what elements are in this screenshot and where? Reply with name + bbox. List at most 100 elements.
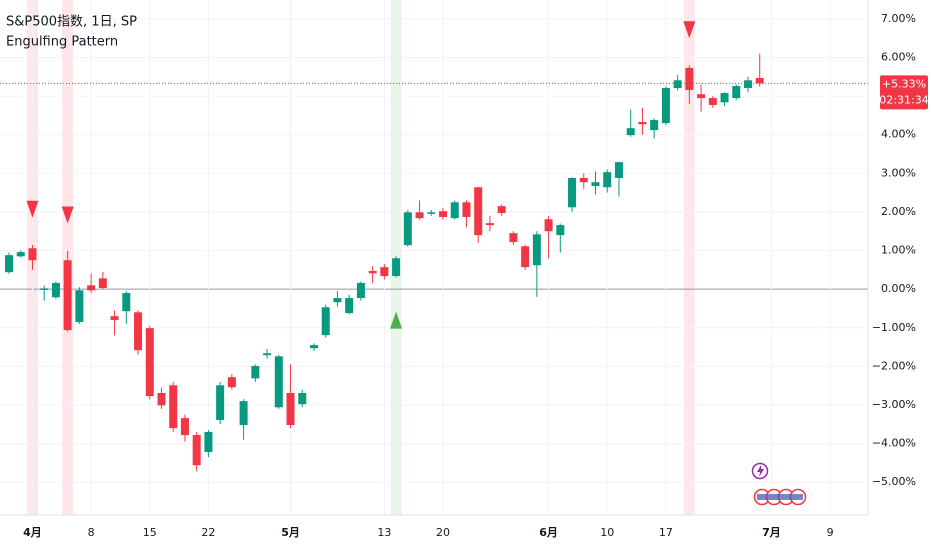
x-tick-label: 8 <box>88 526 95 539</box>
candle-body <box>204 431 213 453</box>
candle-body <box>532 234 541 266</box>
last-price-label: +5.33% <box>882 77 926 90</box>
candle-body <box>755 77 764 84</box>
candle-body <box>521 246 530 268</box>
candle-body <box>427 212 436 214</box>
y-tick-label: −3.00% <box>872 398 916 411</box>
candle-body <box>239 401 248 426</box>
candle-body <box>87 285 96 291</box>
candle-body <box>28 248 37 261</box>
candle-body <box>345 298 354 314</box>
y-tick-label: 7.00% <box>881 12 916 25</box>
grid-layer <box>0 0 868 515</box>
candle-body <box>638 121 647 125</box>
candle-body <box>110 316 119 321</box>
y-tick-label: −1.00% <box>872 321 916 334</box>
candle-body <box>180 418 189 436</box>
candle-body <box>40 288 49 290</box>
candle-body <box>122 293 131 312</box>
event-icons <box>751 462 807 506</box>
candle-body <box>591 182 600 187</box>
candle-body <box>556 225 565 236</box>
candle-body <box>251 365 260 379</box>
candle-body <box>333 298 342 303</box>
candle-body <box>462 202 471 217</box>
candle-body <box>661 88 670 124</box>
x-tick-label: 13 <box>377 526 391 539</box>
flag-stripes <box>757 494 803 500</box>
y-tick-label: 1.00% <box>881 244 916 257</box>
candle-body <box>474 187 483 236</box>
x-tick-label: 17 <box>659 526 673 539</box>
x-tick-label: 10 <box>600 526 614 539</box>
candle-body <box>732 86 741 99</box>
flag-icons <box>753 488 807 506</box>
bearish-marker <box>683 21 696 39</box>
y-tick-label: 2.00% <box>881 205 916 218</box>
x-tick-label: 15 <box>143 526 157 539</box>
x-tick-label: 20 <box>436 526 450 539</box>
bearish-marker <box>61 206 74 224</box>
x-tick-label: 7月 <box>762 526 781 539</box>
candle-body <box>216 385 225 421</box>
candle-body <box>579 177 588 183</box>
chart-title: S&P500指数, 1日, SP <box>6 15 137 30</box>
y-tick-label: 3.00% <box>881 166 916 179</box>
y-tick-label: −4.00% <box>872 437 916 450</box>
x-tick-label: 6月 <box>539 526 558 539</box>
candle-body <box>673 80 682 89</box>
candle-body <box>51 282 60 298</box>
candle-body <box>368 271 377 274</box>
bullish-marker <box>390 311 403 329</box>
candle-body <box>98 278 107 288</box>
candle-body <box>157 393 166 406</box>
candle-body <box>708 98 717 106</box>
y-tick-label: 4.00% <box>881 128 916 141</box>
candle-body <box>169 385 178 429</box>
candle-body <box>415 212 424 219</box>
y-tick-label: 0.00% <box>881 282 916 295</box>
candle-body <box>63 260 72 331</box>
bearish-marker <box>26 200 39 218</box>
x-tick-label: 4月 <box>23 526 42 539</box>
candle-body <box>380 267 389 277</box>
candle-body <box>392 258 401 277</box>
candle-body <box>697 94 706 99</box>
candle-body <box>650 120 659 131</box>
y-tick-label: −5.00% <box>872 475 916 488</box>
candle-body <box>614 162 623 178</box>
candle-body <box>439 211 448 217</box>
candle-body <box>743 80 752 89</box>
candle-body <box>497 206 506 214</box>
chart-subtitle: Engulfing Pattern <box>6 35 118 50</box>
event-icon <box>757 465 764 477</box>
candle-body <box>75 290 84 322</box>
candle-body <box>356 282 365 299</box>
candle-body <box>134 312 143 351</box>
candle-body <box>403 212 412 246</box>
signal-band <box>683 0 695 515</box>
last-price-box <box>880 75 928 110</box>
x-tick-label: 9 <box>827 526 834 539</box>
candle-body <box>274 356 283 408</box>
candle-body <box>145 328 154 397</box>
x-tick-label: 22 <box>201 526 215 539</box>
countdown-label: 02:31:34 <box>879 93 928 106</box>
marks-layer <box>0 21 868 472</box>
candle-body <box>321 307 330 336</box>
candle-body <box>263 353 272 356</box>
candle-body <box>5 255 13 273</box>
candle-body <box>603 172 612 188</box>
candle-body <box>309 345 318 349</box>
y-tick-label: 6.00% <box>881 51 916 64</box>
candle-body <box>720 93 729 103</box>
candle-body <box>192 435 201 466</box>
candle-body <box>509 233 518 243</box>
candle-body <box>568 177 577 208</box>
candle-body <box>286 393 295 426</box>
candle-body <box>685 67 694 90</box>
candle-body <box>485 223 494 226</box>
